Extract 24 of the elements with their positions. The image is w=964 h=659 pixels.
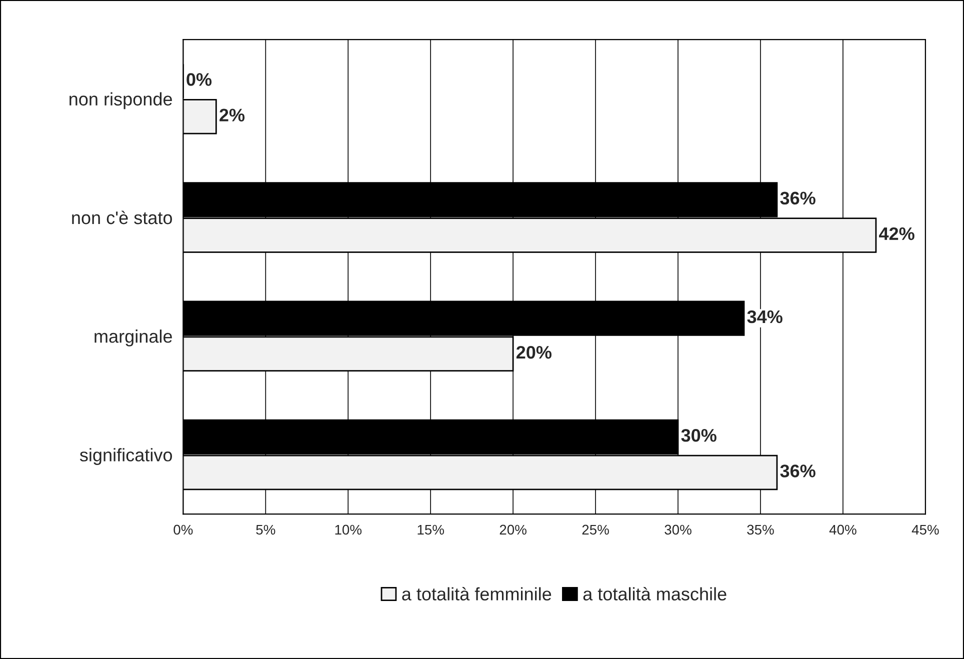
x-tick-label: 25%	[582, 524, 609, 535]
legend-label: a totalità femminile	[402, 586, 552, 600]
x-tick-label: 20%	[500, 524, 526, 535]
y-tick-label: marginale	[94, 330, 172, 346]
y-tick-label: non risponde	[70, 92, 172, 110]
x-tick-label: 5%	[256, 524, 276, 535]
data-label: 34%	[747, 310, 782, 324]
x-tick-label: 15%	[418, 524, 444, 535]
y-tick-label: significativo	[80, 448, 172, 465]
x-tick-label: 0%	[174, 524, 193, 535]
x-tick-label: 10%	[335, 524, 362, 535]
data-label: 30%	[681, 428, 716, 442]
data-label: 36%	[780, 464, 816, 478]
y-tick-label: non c'è stato	[72, 210, 172, 224]
data-label: 0%	[186, 73, 212, 86]
data-label: 42%	[879, 227, 914, 240]
data-label: 36%	[780, 192, 816, 205]
x-tick-label: 30%	[664, 524, 692, 535]
data-label: 2%	[220, 108, 245, 122]
data-label: 20%	[516, 346, 552, 359]
x-tick-label: 35%	[747, 524, 774, 535]
x-tick-label: 45%	[912, 524, 939, 535]
legend-label: a totalità maschile	[583, 586, 726, 600]
x-tick-label: 40%	[829, 524, 856, 535]
